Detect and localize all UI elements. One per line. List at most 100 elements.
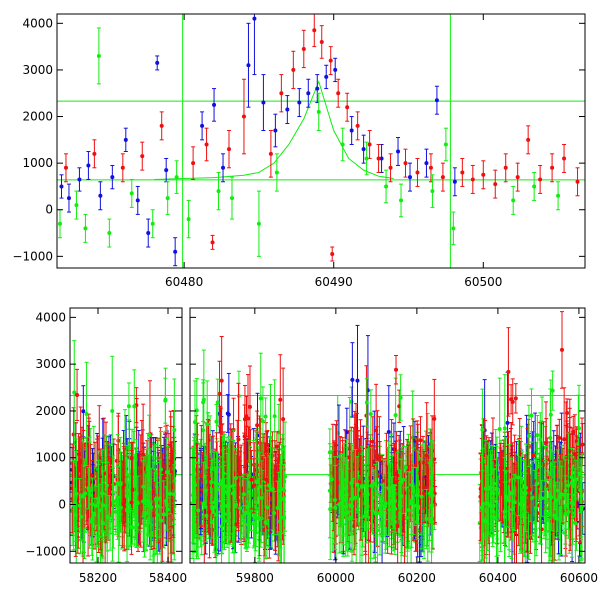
- data-point-series-2: [216, 189, 221, 194]
- data-point-series-0: [361, 147, 366, 152]
- data-point-series-2: [209, 479, 214, 484]
- data-point-series-0: [333, 67, 338, 72]
- data-point-series-2: [130, 525, 135, 530]
- data-point-series-2: [209, 520, 214, 525]
- data-point-series-2: [268, 435, 273, 440]
- data-point-series-1: [227, 147, 232, 152]
- data-point-series-2: [127, 445, 132, 450]
- data-point-series-1: [130, 487, 135, 492]
- y-tick-label: −1000: [12, 249, 53, 263]
- data-point-series-2: [201, 428, 206, 433]
- data-point-series-1: [71, 432, 76, 437]
- data-point-series-2: [100, 521, 105, 526]
- data-point-series-1: [377, 455, 382, 460]
- data-point-series-0: [212, 102, 217, 107]
- y-tick-label: 0: [45, 203, 53, 217]
- data-point-series-2: [384, 184, 389, 189]
- data-point-series-2: [246, 522, 251, 527]
- data-point-series-2: [244, 510, 249, 515]
- data-point-series-2: [256, 516, 261, 521]
- data-point-series-2: [227, 484, 232, 489]
- data-point-series-1: [86, 472, 91, 477]
- data-point-series-2: [132, 404, 137, 409]
- data-point-series-1: [264, 477, 269, 482]
- data-point-series-2: [245, 505, 250, 510]
- data-point-series-1: [129, 456, 134, 461]
- data-point-series-2: [241, 492, 246, 497]
- data-point-series-2: [230, 196, 235, 201]
- data-point-series-0: [66, 196, 71, 201]
- data-point-series-0: [285, 107, 290, 112]
- data-point-series-1: [430, 448, 435, 453]
- data-point-series-2: [174, 175, 179, 180]
- data-point-series-1: [470, 177, 475, 182]
- data-point-series-2: [157, 496, 162, 501]
- data-point-series-1: [195, 467, 200, 472]
- data-point-series-0: [123, 137, 128, 142]
- data-point-series-1: [538, 177, 543, 182]
- data-point-series-1: [116, 447, 121, 452]
- data-point-series-0: [273, 128, 278, 133]
- data-point-series-2: [97, 508, 102, 513]
- data-point-series-0: [252, 16, 257, 21]
- data-point-series-2: [260, 419, 265, 424]
- data-point-series-2: [84, 411, 89, 416]
- data-point-series-2: [204, 513, 209, 518]
- data-point-series-1: [255, 423, 260, 428]
- data-point-series-1: [336, 91, 341, 96]
- data-point-series-1: [388, 165, 393, 170]
- data-point-series-2: [275, 505, 280, 510]
- data-point-series-2: [340, 142, 345, 147]
- data-point-series-2: [279, 487, 284, 492]
- data-point-series-1: [262, 527, 267, 532]
- data-point-series-2: [221, 488, 226, 493]
- data-point-series-1: [312, 28, 317, 33]
- data-point-series-0: [261, 100, 266, 105]
- data-point-series-1: [199, 473, 204, 478]
- data-point-series-2: [556, 193, 561, 198]
- data-point-series-1: [247, 404, 252, 409]
- data-point-series-2: [375, 528, 380, 533]
- data-point-series-0: [173, 249, 178, 254]
- y-tick-label: 1000: [22, 156, 53, 170]
- data-point-series-2: [377, 511, 382, 516]
- data-point-series-0: [396, 149, 401, 154]
- data-point-series-2: [215, 400, 220, 405]
- data-point-series-1: [421, 491, 426, 496]
- data-point-series-1: [415, 170, 420, 175]
- bottom-plot-area: [190, 311, 585, 563]
- data-point-series-1: [460, 170, 465, 175]
- data-point-series-2: [72, 390, 77, 395]
- y-tick-label: 2000: [22, 110, 53, 124]
- data-point-series-1: [355, 123, 360, 128]
- data-point-series-2: [133, 493, 138, 498]
- data-point-series-2: [81, 494, 86, 499]
- data-point-series-1: [328, 58, 333, 63]
- data-point-series-2: [280, 447, 285, 452]
- data-point-series-1: [219, 378, 224, 383]
- data-point-series-1: [345, 105, 350, 110]
- data-point-series-2: [149, 505, 154, 510]
- data-point-series-0: [407, 175, 412, 180]
- data-point-series-2: [232, 526, 237, 531]
- data-point-series-0: [297, 100, 302, 105]
- data-point-series-2: [256, 221, 261, 226]
- data-point-series-2: [263, 520, 268, 525]
- data-point-series-2: [155, 504, 160, 509]
- data-point-series-1: [152, 513, 157, 518]
- data-point-series-1: [575, 179, 580, 184]
- data-point-series-1: [249, 477, 254, 482]
- data-point-series-0: [350, 377, 355, 382]
- top-panel: 60480 60490 60500 −1000 0 1000 2000 3000 4000: [12, 13, 586, 289]
- data-point-series-1: [108, 485, 113, 490]
- data-point-series-2: [57, 221, 62, 226]
- data-point-series-2: [161, 512, 166, 517]
- data-point-series-1: [273, 471, 278, 476]
- data-point-series-2: [241, 518, 246, 523]
- data-point-series-0: [221, 165, 226, 170]
- data-point-series-2: [196, 508, 201, 513]
- data-point-series-2: [219, 524, 224, 529]
- data-point-series-2: [192, 420, 197, 425]
- data-point-series-1: [274, 444, 279, 449]
